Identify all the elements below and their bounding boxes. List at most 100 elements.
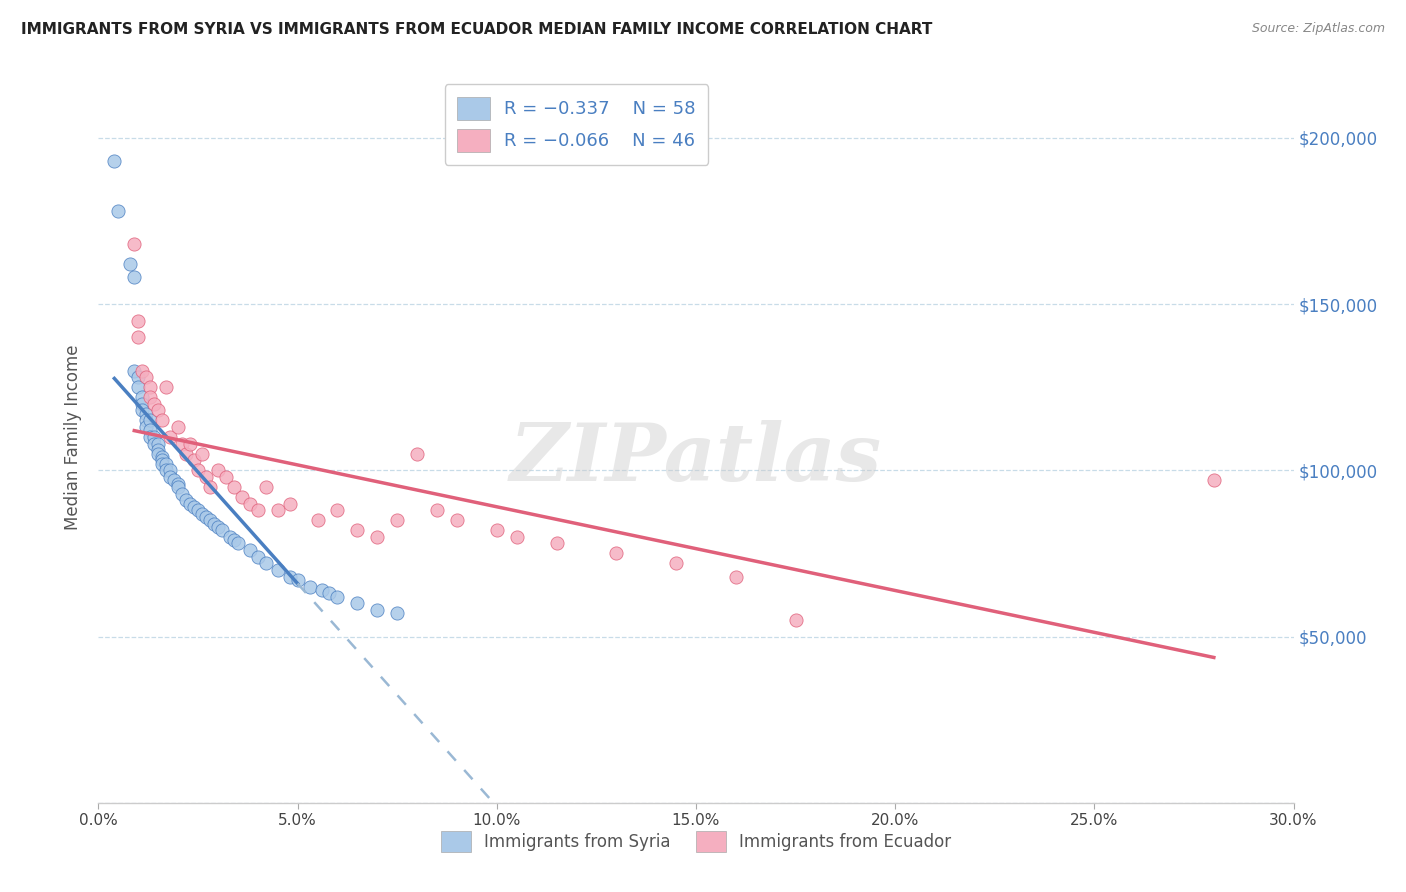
Point xyxy=(167,420,190,434)
Point xyxy=(239,543,262,558)
Point xyxy=(191,447,214,461)
Point xyxy=(167,480,190,494)
Point xyxy=(159,470,181,484)
Point xyxy=(163,473,186,487)
Point xyxy=(198,513,221,527)
Point xyxy=(326,503,349,517)
Point xyxy=(546,536,568,550)
Text: ZIPatlas: ZIPatlas xyxy=(510,420,882,498)
Point xyxy=(127,314,149,328)
Point xyxy=(183,500,205,514)
Point xyxy=(155,463,177,477)
Point xyxy=(135,420,157,434)
Point xyxy=(148,403,170,417)
Point xyxy=(506,530,529,544)
Point xyxy=(231,490,253,504)
Point xyxy=(226,536,249,550)
Point xyxy=(195,470,218,484)
Point xyxy=(155,380,177,394)
Point xyxy=(139,430,162,444)
Point xyxy=(167,476,190,491)
Point xyxy=(318,586,340,600)
Point xyxy=(150,450,173,464)
Point xyxy=(131,390,153,404)
Point xyxy=(150,453,173,467)
Point xyxy=(1202,473,1225,487)
Point xyxy=(120,257,142,271)
Point xyxy=(135,407,157,421)
Point xyxy=(174,447,197,461)
Point xyxy=(179,497,201,511)
Point xyxy=(139,390,162,404)
Point xyxy=(346,523,368,537)
Point xyxy=(287,573,309,587)
Point xyxy=(143,430,166,444)
Point xyxy=(139,413,162,427)
Point xyxy=(246,549,269,564)
Point xyxy=(207,520,229,534)
Point xyxy=(207,463,229,477)
Point xyxy=(103,154,125,169)
Point xyxy=(198,480,221,494)
Point xyxy=(219,530,242,544)
Point xyxy=(139,424,162,438)
Point xyxy=(446,513,468,527)
Point xyxy=(179,436,201,450)
Point xyxy=(195,509,218,524)
Point xyxy=(307,513,329,527)
Point xyxy=(127,370,149,384)
Point xyxy=(148,443,170,458)
Point xyxy=(127,380,149,394)
Point xyxy=(143,397,166,411)
Text: Source: ZipAtlas.com: Source: ZipAtlas.com xyxy=(1251,22,1385,36)
Point xyxy=(202,516,225,531)
Point xyxy=(183,453,205,467)
Point xyxy=(665,557,688,571)
Point xyxy=(150,457,173,471)
Point xyxy=(215,470,238,484)
Point xyxy=(135,370,157,384)
Point xyxy=(150,413,173,427)
Point xyxy=(385,513,409,527)
Point xyxy=(155,457,177,471)
Point xyxy=(191,507,214,521)
Point xyxy=(366,603,388,617)
Point xyxy=(143,436,166,450)
Point xyxy=(187,503,209,517)
Point xyxy=(724,570,747,584)
Point xyxy=(311,582,333,597)
Point xyxy=(426,503,449,517)
Point xyxy=(267,503,290,517)
Y-axis label: Median Family Income: Median Family Income xyxy=(65,344,83,530)
Legend: Immigrants from Syria, Immigrants from Ecuador: Immigrants from Syria, Immigrants from E… xyxy=(433,822,959,860)
Point xyxy=(222,533,245,548)
Point xyxy=(254,480,277,494)
Point xyxy=(174,493,197,508)
Point xyxy=(385,607,409,621)
Point xyxy=(124,363,146,377)
Point xyxy=(605,546,627,560)
Point xyxy=(785,613,807,627)
Point xyxy=(172,436,194,450)
Point xyxy=(278,570,301,584)
Point xyxy=(135,413,157,427)
Point xyxy=(159,463,181,477)
Point xyxy=(172,486,194,500)
Point xyxy=(298,580,321,594)
Point xyxy=(254,557,277,571)
Point xyxy=(148,436,170,450)
Point xyxy=(124,270,146,285)
Point xyxy=(278,497,301,511)
Point xyxy=(267,563,290,577)
Point xyxy=(148,447,170,461)
Point xyxy=(222,480,245,494)
Point xyxy=(131,363,153,377)
Point xyxy=(346,596,368,610)
Point xyxy=(485,523,508,537)
Point xyxy=(211,523,233,537)
Point xyxy=(131,397,153,411)
Point xyxy=(366,530,388,544)
Text: IMMIGRANTS FROM SYRIA VS IMMIGRANTS FROM ECUADOR MEDIAN FAMILY INCOME CORRELATIO: IMMIGRANTS FROM SYRIA VS IMMIGRANTS FROM… xyxy=(21,22,932,37)
Point xyxy=(246,503,269,517)
Point xyxy=(139,380,162,394)
